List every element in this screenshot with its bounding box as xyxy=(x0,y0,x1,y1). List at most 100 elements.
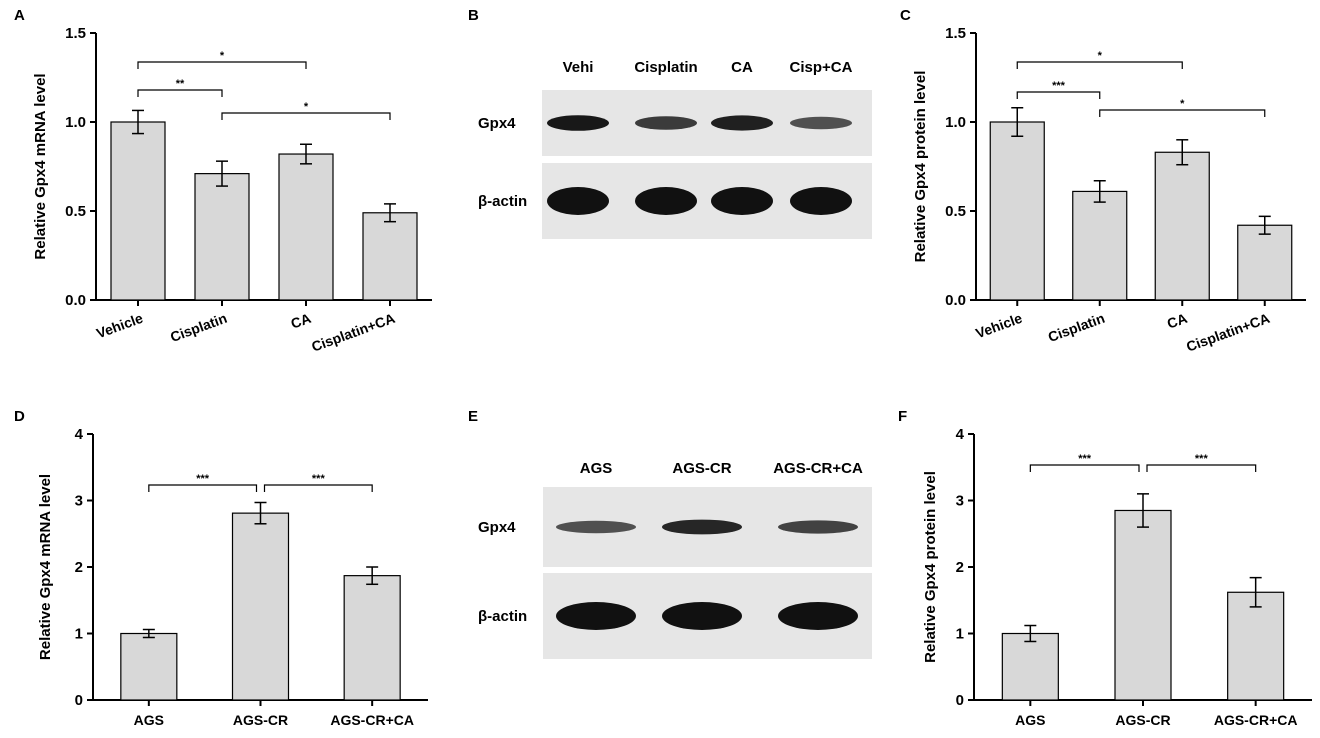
band xyxy=(556,602,636,630)
bracket-line xyxy=(1146,464,1257,472)
significance-label: *** xyxy=(196,473,210,485)
bracket-line xyxy=(263,484,373,492)
y-tick-label: 4 xyxy=(75,426,84,443)
significance-bracket: *** xyxy=(1146,453,1257,472)
y-tick-label: 4 xyxy=(956,426,965,443)
x-tick-label: Cisplatin+CA xyxy=(309,310,397,355)
bar xyxy=(1114,509,1172,701)
bracket-line xyxy=(1016,91,1101,99)
band xyxy=(662,519,742,535)
y-tick-label: 0.0 xyxy=(945,292,966,309)
blot-row-label: Gpx4 xyxy=(478,115,516,132)
significance-bracket: * xyxy=(137,50,307,69)
significance-bracket: *** xyxy=(1029,453,1140,472)
bar xyxy=(1227,591,1285,701)
blot-row: Gpx4 xyxy=(478,487,872,567)
significance-bracket: *** xyxy=(148,473,258,492)
blot-row-label: β-actin xyxy=(478,193,527,210)
bar xyxy=(362,212,418,301)
lane-label: AGS-CR+CA xyxy=(773,460,863,477)
significance-bracket: * xyxy=(1016,50,1183,69)
blot-panel-e: E AGS AGS-CR AGS-CR+CA Gpx4 β-actin xyxy=(468,408,872,659)
x-tick-label: AGS-CR+CA xyxy=(330,712,414,728)
significance-label: * xyxy=(304,101,309,113)
panel-letter: F xyxy=(898,408,907,425)
band xyxy=(547,187,609,215)
lane-label: CA xyxy=(731,59,753,76)
y-axis-label: Relative Gpx4 mRNA level xyxy=(32,73,49,259)
y-tick-label: 0 xyxy=(956,692,964,709)
significance-label: ** xyxy=(176,78,185,90)
band xyxy=(635,116,697,130)
panel-letter: D xyxy=(14,408,25,425)
panel-letter: E xyxy=(468,408,478,425)
y-tick-label: 2 xyxy=(956,559,964,576)
y-tick-label: 0.5 xyxy=(65,203,86,220)
x-tick-label: Cisplatin xyxy=(1046,310,1107,345)
blot-row: β-actin xyxy=(478,163,872,239)
significance-label: * xyxy=(1180,98,1185,110)
band xyxy=(635,187,697,215)
band xyxy=(790,116,852,130)
band xyxy=(778,520,858,534)
lane-label: AGS-CR xyxy=(672,460,731,477)
chart-panel-c: C 0.0 0.5 1.0 1.5 Relative Gpx4 protein level… xyxy=(900,7,1306,355)
band xyxy=(547,115,609,131)
y-tick-label: 1.0 xyxy=(945,114,966,131)
band xyxy=(662,602,742,630)
blot-row: Gpx4 xyxy=(478,90,872,156)
significance-label: * xyxy=(1098,50,1103,62)
bar xyxy=(343,575,401,701)
significance-label: *** xyxy=(312,473,326,485)
chart-panel-a: A 0.0 0.5 1.0 1.5 Relative Gpx4 mRNA level Veh… xyxy=(14,7,432,355)
x-tick-label: AGS xyxy=(134,712,164,728)
panel-letter: B xyxy=(468,7,479,24)
bracket-line xyxy=(137,89,223,97)
bar xyxy=(1001,632,1059,701)
band xyxy=(556,520,636,534)
significance-bracket: *** xyxy=(1016,80,1101,99)
x-tick-label: CA xyxy=(289,310,313,332)
y-tick-label: 0.0 xyxy=(65,292,86,309)
y-tick-label: 1 xyxy=(956,626,964,643)
band xyxy=(790,187,852,215)
lane-label: Vehi xyxy=(563,59,594,76)
bar xyxy=(278,153,334,301)
lane-label: Cisplatin xyxy=(634,59,697,76)
panel-letter: A xyxy=(14,7,25,24)
significance-bracket: *** xyxy=(263,473,373,492)
y-tick-label: 1 xyxy=(75,626,83,643)
significance-label: *** xyxy=(1195,453,1209,465)
bar xyxy=(231,512,290,701)
band xyxy=(711,187,773,215)
y-tick-label: 1.5 xyxy=(65,25,86,42)
significance-bracket: ** xyxy=(137,78,223,97)
x-tick-label: AGS-CR xyxy=(233,712,288,728)
y-axis-label: Relative Gpx4 mRNA level xyxy=(37,474,54,660)
significance-label: *** xyxy=(1078,453,1092,465)
x-tick-label: CA xyxy=(1165,310,1189,332)
significance-bracket: * xyxy=(1099,98,1266,117)
y-tick-label: 3 xyxy=(75,493,83,510)
lane-label: AGS xyxy=(580,460,613,477)
bracket-line xyxy=(137,61,307,69)
x-tick-label: AGS-CR xyxy=(1115,712,1170,728)
bar xyxy=(120,632,178,701)
significance-bracket: * xyxy=(221,101,391,120)
bar xyxy=(1237,224,1293,301)
band xyxy=(711,115,773,131)
panel-letter: C xyxy=(900,7,911,24)
blot-row: β-actin xyxy=(478,573,872,659)
chart-panel-d: D 0 1 2 3 4 Relative Gpx4 mRNA level AGS AGS-CR A… xyxy=(14,408,428,728)
x-tick-label: AGS xyxy=(1015,712,1045,728)
bar xyxy=(989,121,1045,301)
x-tick-label: Cisplatin xyxy=(168,310,229,345)
blot-row-label: β-actin xyxy=(478,608,527,625)
y-axis-label: Relative Gpx4 protein level xyxy=(912,71,929,263)
y-axis-label: Relative Gpx4 protein level xyxy=(922,471,939,663)
y-tick-label: 1.0 xyxy=(65,114,86,131)
chart-panel-f: F 0 1 2 3 4 Relative Gpx4 protein level AGS AGS-… xyxy=(898,408,1312,728)
bracket-line xyxy=(1029,464,1140,472)
